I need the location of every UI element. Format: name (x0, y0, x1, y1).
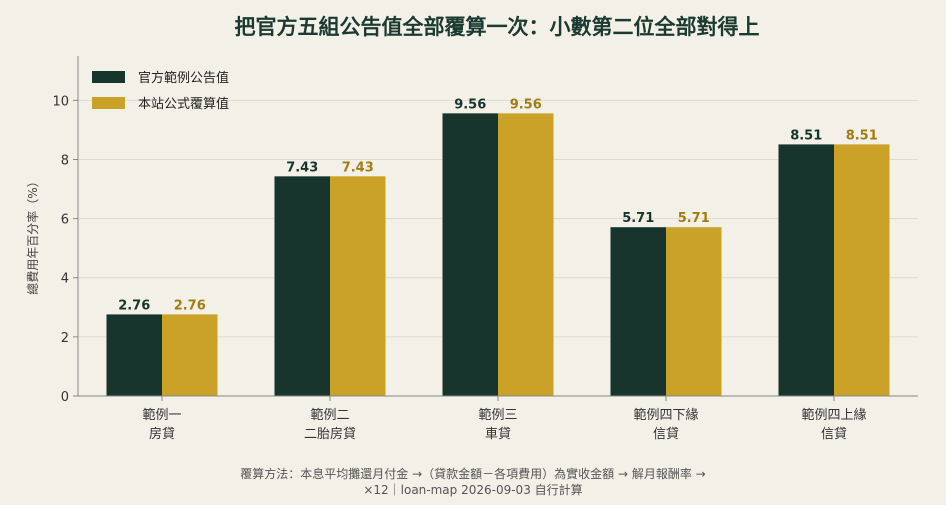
y-tick-label: 4 (61, 272, 69, 287)
data-label: 8.51 (790, 128, 822, 143)
footnote-line-1: 覆算方法：本息平均攤還月付金 →（貸款金額－各項費用）為實收金額 → 解月報酬率… (240, 466, 705, 481)
bar (330, 176, 386, 396)
data-label: 8.51 (846, 128, 878, 143)
x-tick-label: 範例三 (478, 408, 517, 423)
y-tick-label: 10 (52, 94, 69, 109)
x-tick-label: 信貸 (821, 426, 847, 442)
x-tick-label: 房貸 (149, 426, 175, 442)
data-label: 9.56 (454, 97, 486, 112)
bar (834, 144, 890, 396)
data-labels: 2.76 2.76 7.43 7.43 9.56 9.56 5.71 5.71 8.51 8.51 (118, 97, 878, 313)
legend-label: 本站公式覆算值 (138, 96, 229, 112)
bar (442, 113, 498, 397)
bar (162, 314, 218, 396)
bar (106, 314, 162, 396)
data-label: 7.43 (342, 160, 374, 175)
legend-swatch (92, 71, 125, 83)
x-tick-label: 範例二 (310, 408, 349, 423)
bar (498, 113, 554, 397)
x-tick-label: 二胎房貸 (304, 426, 356, 442)
data-label: 5.71 (678, 211, 710, 226)
bar (666, 227, 722, 396)
footnote-line-2: ×12｜loan-map 2026-09-03 自行計算 (363, 482, 582, 497)
bars (106, 113, 890, 397)
x-tick-label: 信貸 (653, 426, 679, 442)
data-label: 9.56 (510, 97, 542, 112)
chart-title: 把官方五組公告值全部覆算一次：小數第二位全部對得上 (235, 15, 760, 39)
y-tick-label: 0 (61, 390, 69, 405)
y-tick-label: 6 (61, 213, 69, 228)
data-label: 2.76 (174, 298, 206, 313)
legend-swatch (92, 97, 125, 109)
bar (778, 144, 834, 396)
data-label: 2.76 (118, 298, 150, 313)
data-label: 7.43 (286, 160, 318, 175)
bar (274, 176, 330, 396)
x-tick-label: 範例四下緣 (633, 408, 698, 423)
y-tick-label: 8 (61, 153, 69, 168)
y-tick-label: 2 (61, 331, 69, 346)
x-tick-label: 範例四上緣 (801, 408, 866, 423)
x-tick-label: 範例一 (142, 408, 181, 423)
bar (610, 227, 666, 396)
y-axis-label: 總費用年百分率（%） (25, 175, 40, 294)
legend-label: 官方範例公告值 (138, 70, 229, 86)
data-label: 5.71 (622, 211, 654, 226)
x-tick-label: 車貸 (485, 426, 511, 442)
